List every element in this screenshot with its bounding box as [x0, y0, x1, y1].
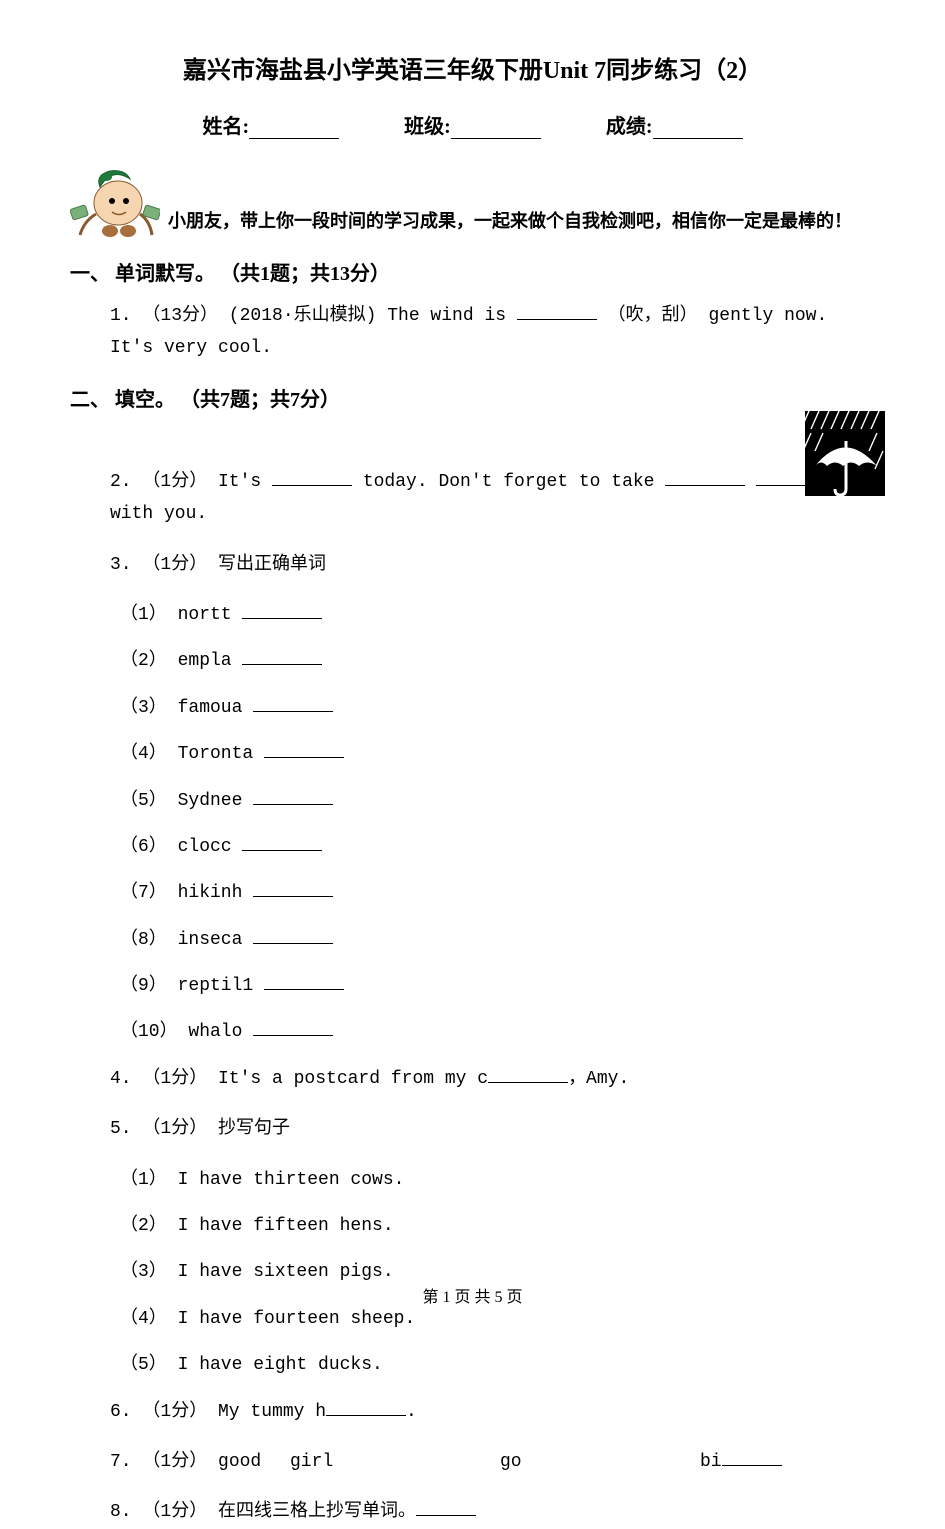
q1-blank[interactable] — [517, 302, 597, 320]
q3-9-text: （9） reptil1 — [120, 976, 264, 996]
q5-item-2: （2） I have fifteen hens. — [120, 1210, 875, 1242]
intro-row: 小朋友，带上你一段时间的学习成果，一起来做个自我检测吧，相信你一定是最棒的！ — [70, 159, 875, 239]
page-title: 嘉兴市海盐县小学英语三年级下册Unit 7同步练习（2） — [70, 50, 875, 85]
q7-blank[interactable] — [722, 1448, 782, 1466]
class-label: 班级: — [404, 116, 451, 138]
q4-b: ，Amy. — [568, 1069, 629, 1089]
q2-blank2[interactable] — [665, 468, 745, 486]
q3-item-3: （3） famoua — [120, 692, 875, 724]
q3-item-8: （8） inseca — [120, 924, 875, 956]
q2-c — [745, 472, 756, 492]
q3-2-blank[interactable] — [242, 647, 322, 665]
q3-6-text: （6） clocc — [120, 837, 242, 857]
q2-d: with you. — [110, 504, 207, 524]
q4-a: 4. （1分） It's a postcard from my c — [110, 1069, 488, 1089]
q2-a: 2. （1分） It's — [110, 472, 272, 492]
mascot-icon — [70, 159, 160, 239]
q3-7-text: （7） hikinh — [120, 883, 253, 903]
q6-b: . — [406, 1402, 417, 1422]
q3-item-1: （1） nortt — [120, 599, 875, 631]
q2-blank1[interactable] — [272, 468, 352, 486]
q3: 3. （1分） 写出正确单词 — [110, 549, 875, 581]
meta-row: 姓名: 班级: 成绩: — [70, 110, 875, 139]
name-blank[interactable] — [249, 115, 339, 139]
q3-5-blank[interactable] — [253, 787, 333, 805]
q2: 2. （1分） It's today. Don't forget to take… — [110, 466, 875, 531]
intro-text: 小朋友，带上你一段时间的学习成果，一起来做个自我检测吧，相信你一定是最棒的！ — [168, 207, 875, 239]
q3-4-blank[interactable] — [264, 740, 344, 758]
q1-prefix: 1. （13分） (2018·乐山模拟) The wind is — [110, 306, 517, 326]
q3-8-text: （8） inseca — [120, 930, 253, 950]
q3-8-blank[interactable] — [253, 926, 333, 944]
q3-10-blank[interactable] — [253, 1018, 333, 1036]
q6-blank[interactable] — [326, 1398, 406, 1416]
q7-w2: girl — [290, 1446, 500, 1478]
q3-10-text: （10） whalo — [120, 1022, 253, 1042]
page-footer: 第 1 页 共 5 页 — [0, 1283, 945, 1307]
score-label: 成绩: — [606, 116, 653, 138]
q8: 8. （1分） 在四线三格上抄写单词。 — [110, 1496, 875, 1528]
section1-heading: 一、 单词默写。 （共1题；共13分） — [70, 257, 875, 286]
q8-blank[interactable] — [416, 1498, 476, 1516]
q7: 7. （1分） good girl go bi — [110, 1446, 875, 1478]
q3-3-blank[interactable] — [253, 694, 333, 712]
q3-3-text: （3） famoua — [120, 698, 253, 718]
q3-item-2: （2） empla — [120, 645, 875, 677]
rain-umbrella-icon — [805, 411, 885, 496]
class-blank[interactable] — [451, 115, 541, 139]
q3-7-blank[interactable] — [253, 879, 333, 897]
q3-9-blank[interactable] — [264, 972, 344, 990]
q6-a: 6. （1分） My tummy h — [110, 1402, 326, 1422]
q4: 4. （1分） It's a postcard from my c ，Amy. — [110, 1063, 875, 1095]
q3-6-blank[interactable] — [242, 833, 322, 851]
q6: 6. （1分） My tummy h. — [110, 1396, 875, 1428]
q2-b: today. Don't forget to take — [352, 472, 665, 492]
q7-w4: bi — [700, 1452, 722, 1472]
q7-prefix: 7. （1分） — [110, 1452, 218, 1472]
q1: 1. （13分） (2018·乐山模拟) The wind is （吹，刮） g… — [110, 300, 875, 365]
q3-5-text: （5） Sydnee — [120, 791, 253, 811]
q5-item-4: （4） I have fourteen sheep. — [120, 1303, 875, 1335]
q7-w1: good — [218, 1452, 261, 1472]
q4-blank[interactable] — [488, 1065, 568, 1083]
section2-heading: 二、 填空。 （共7题；共7分） — [70, 383, 875, 412]
q5-item-5: （5） I have eight ducks. — [120, 1349, 875, 1381]
q3-1-text: （1） nortt — [120, 605, 242, 625]
q3-item-4: （4） Toronta — [120, 738, 875, 770]
q3-2-text: （2） empla — [120, 651, 242, 671]
q3-1-blank[interactable] — [242, 601, 322, 619]
q3-item-5: （5） Sydnee — [120, 785, 875, 817]
q3-item-10: （10） whalo — [120, 1016, 875, 1048]
q8-text: 8. （1分） 在四线三格上抄写单词。 — [110, 1502, 416, 1522]
q3-item-7: （7） hikinh — [120, 877, 875, 909]
q5: 5. （1分） 抄写句子 — [110, 1113, 875, 1145]
q3-4-text: （4） Toronta — [120, 744, 264, 764]
q3-item-9: （9） reptil1 — [120, 970, 875, 1002]
score-blank[interactable] — [653, 115, 743, 139]
q3-item-6: （6） clocc — [120, 831, 875, 863]
q7-w3: go — [500, 1446, 700, 1478]
name-label: 姓名: — [202, 116, 249, 138]
q5-item-1: （1） I have thirteen cows. — [120, 1164, 875, 1196]
